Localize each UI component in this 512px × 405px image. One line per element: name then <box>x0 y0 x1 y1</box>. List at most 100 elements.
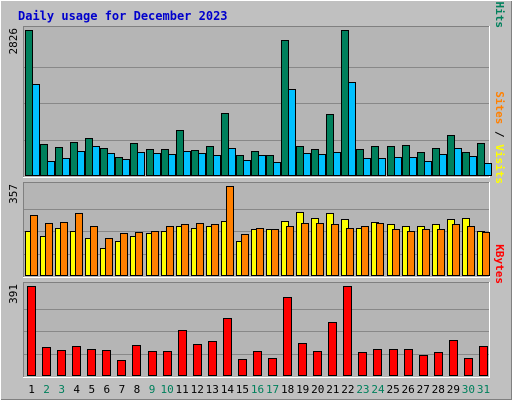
bar-kbytes-17 <box>268 358 277 376</box>
bar-sites-31 <box>482 232 490 276</box>
bar-sites-16 <box>256 228 264 276</box>
bar-files-17 <box>273 162 281 176</box>
x-tick-label: 18 <box>281 383 294 396</box>
bar-files-25 <box>394 157 402 176</box>
bar-sites-19 <box>301 223 309 276</box>
x-tick-label: 19 <box>296 383 309 396</box>
bar-sites-30 <box>467 226 475 276</box>
bar-kbytes-21 <box>328 322 337 376</box>
bar-hits-13 <box>206 146 214 176</box>
bar-files-19 <box>303 153 311 176</box>
bar-hits-8 <box>130 143 138 176</box>
series-legend: KBytes <box>493 244 506 284</box>
bar-hits-25 <box>387 146 395 176</box>
bar-files-2 <box>47 161 55 176</box>
bar-hits-11 <box>176 130 184 176</box>
panel-hits-files-pages: 2826 Pages / Files / Hits <box>7 0 506 178</box>
bar-sites-22 <box>346 228 354 276</box>
bar-kbytes-23 <box>358 352 367 376</box>
bar-sites-4 <box>75 213 83 276</box>
bar-kbytes-27 <box>419 355 428 376</box>
bar-hits-18 <box>281 40 289 176</box>
bar-hits-10 <box>161 149 169 176</box>
bar-hits-19 <box>296 146 304 176</box>
bar-files-8 <box>137 152 145 176</box>
bar-kbytes-28 <box>434 352 443 376</box>
bar-sites-26 <box>407 231 415 276</box>
series-legend: Pages / Files / Hits <box>493 0 506 28</box>
bar-sites-6 <box>105 238 113 276</box>
bar-kbytes-6 <box>102 350 111 376</box>
x-tick-label: 23 <box>356 383 369 396</box>
bar-sites-2 <box>45 223 53 276</box>
bar-sites-25 <box>392 229 400 276</box>
bar-kbytes-10 <box>163 351 172 376</box>
bar-sites-17 <box>271 229 279 276</box>
x-tick-label: 11 <box>176 383 189 396</box>
bar-sites-1 <box>30 215 38 276</box>
bar-hits-6 <box>100 148 108 176</box>
bar-files-31 <box>484 163 492 176</box>
bar-sites-8 <box>135 232 143 276</box>
x-tick-label: 25 <box>386 383 399 396</box>
bar-files-3 <box>62 158 70 176</box>
x-tick-label: 24 <box>371 383 385 396</box>
bar-hits-20 <box>311 149 319 176</box>
legend-part: Sites <box>493 91 506 124</box>
bar-sites-10 <box>166 226 174 276</box>
bar-hits-31 <box>477 143 485 176</box>
legend-part: Visits <box>493 144 506 184</box>
bar-hits-27 <box>417 152 425 176</box>
bar-files-7 <box>122 159 130 176</box>
bar-hits-23 <box>356 149 364 176</box>
bar-kbytes-14 <box>223 318 232 376</box>
bar-files-12 <box>198 153 206 176</box>
bar-hits-26 <box>402 145 410 176</box>
bar-kbytes-26 <box>404 349 413 376</box>
bar-kbytes-9 <box>148 351 157 376</box>
bar-files-9 <box>153 153 161 176</box>
bar-kbytes-29 <box>449 340 458 376</box>
bar-files-5 <box>92 146 100 176</box>
bar-kbytes-18 <box>283 297 292 376</box>
bar-hits-22 <box>341 30 349 176</box>
chart-title: Daily usage for December 2023 <box>18 9 228 23</box>
bar-kbytes-24 <box>373 349 382 376</box>
bar-files-10 <box>168 154 176 176</box>
x-tick-label: 30 <box>462 383 475 396</box>
x-tick-label: 12 <box>191 383 204 396</box>
x-tick-label: 15 <box>236 383 249 396</box>
bar-kbytes-5 <box>87 349 96 376</box>
panel-visits-sites: 357 Sites / Visits <box>7 91 506 278</box>
bar-files-24 <box>378 158 386 176</box>
x-tick-label: 26 <box>402 383 415 396</box>
bar-kbytes-25 <box>389 349 398 376</box>
x-tick-label: 17 <box>266 383 279 396</box>
x-tick-label: 22 <box>341 383 354 396</box>
bar-files-28 <box>439 154 447 176</box>
bar-hits-14 <box>221 113 229 176</box>
x-tick-label: 16 <box>251 383 264 396</box>
bar-hits-29 <box>447 135 455 176</box>
bar-files-18 <box>288 89 296 176</box>
bar-files-16 <box>258 155 266 176</box>
y-max-label: 391 <box>7 284 20 304</box>
bar-sites-13 <box>211 224 219 276</box>
bar-files-21 <box>333 152 341 176</box>
bar-kbytes-11 <box>178 330 187 376</box>
bar-kbytes-7 <box>117 360 126 376</box>
bar-sites-7 <box>120 233 128 276</box>
bar-files-6 <box>107 153 115 176</box>
x-axis-labels: 1 2 3 4 5 6 7 8 9 10 11 12 13 14 15 16 17 18 19 20 21 22 23 24 2… <box>28 383 490 396</box>
bar-sites-28 <box>437 229 445 276</box>
bar-kbytes-4 <box>72 346 81 376</box>
bar-files-27 <box>424 161 432 176</box>
bar-files-23 <box>363 158 371 176</box>
bar-files-13 <box>213 155 221 176</box>
series-legend: Sites / Visits <box>493 91 506 184</box>
x-tick-label: 6 <box>104 383 111 396</box>
bar-sites-12 <box>196 223 204 276</box>
bar-sites-24 <box>376 223 384 276</box>
bar-sites-27 <box>422 229 430 276</box>
